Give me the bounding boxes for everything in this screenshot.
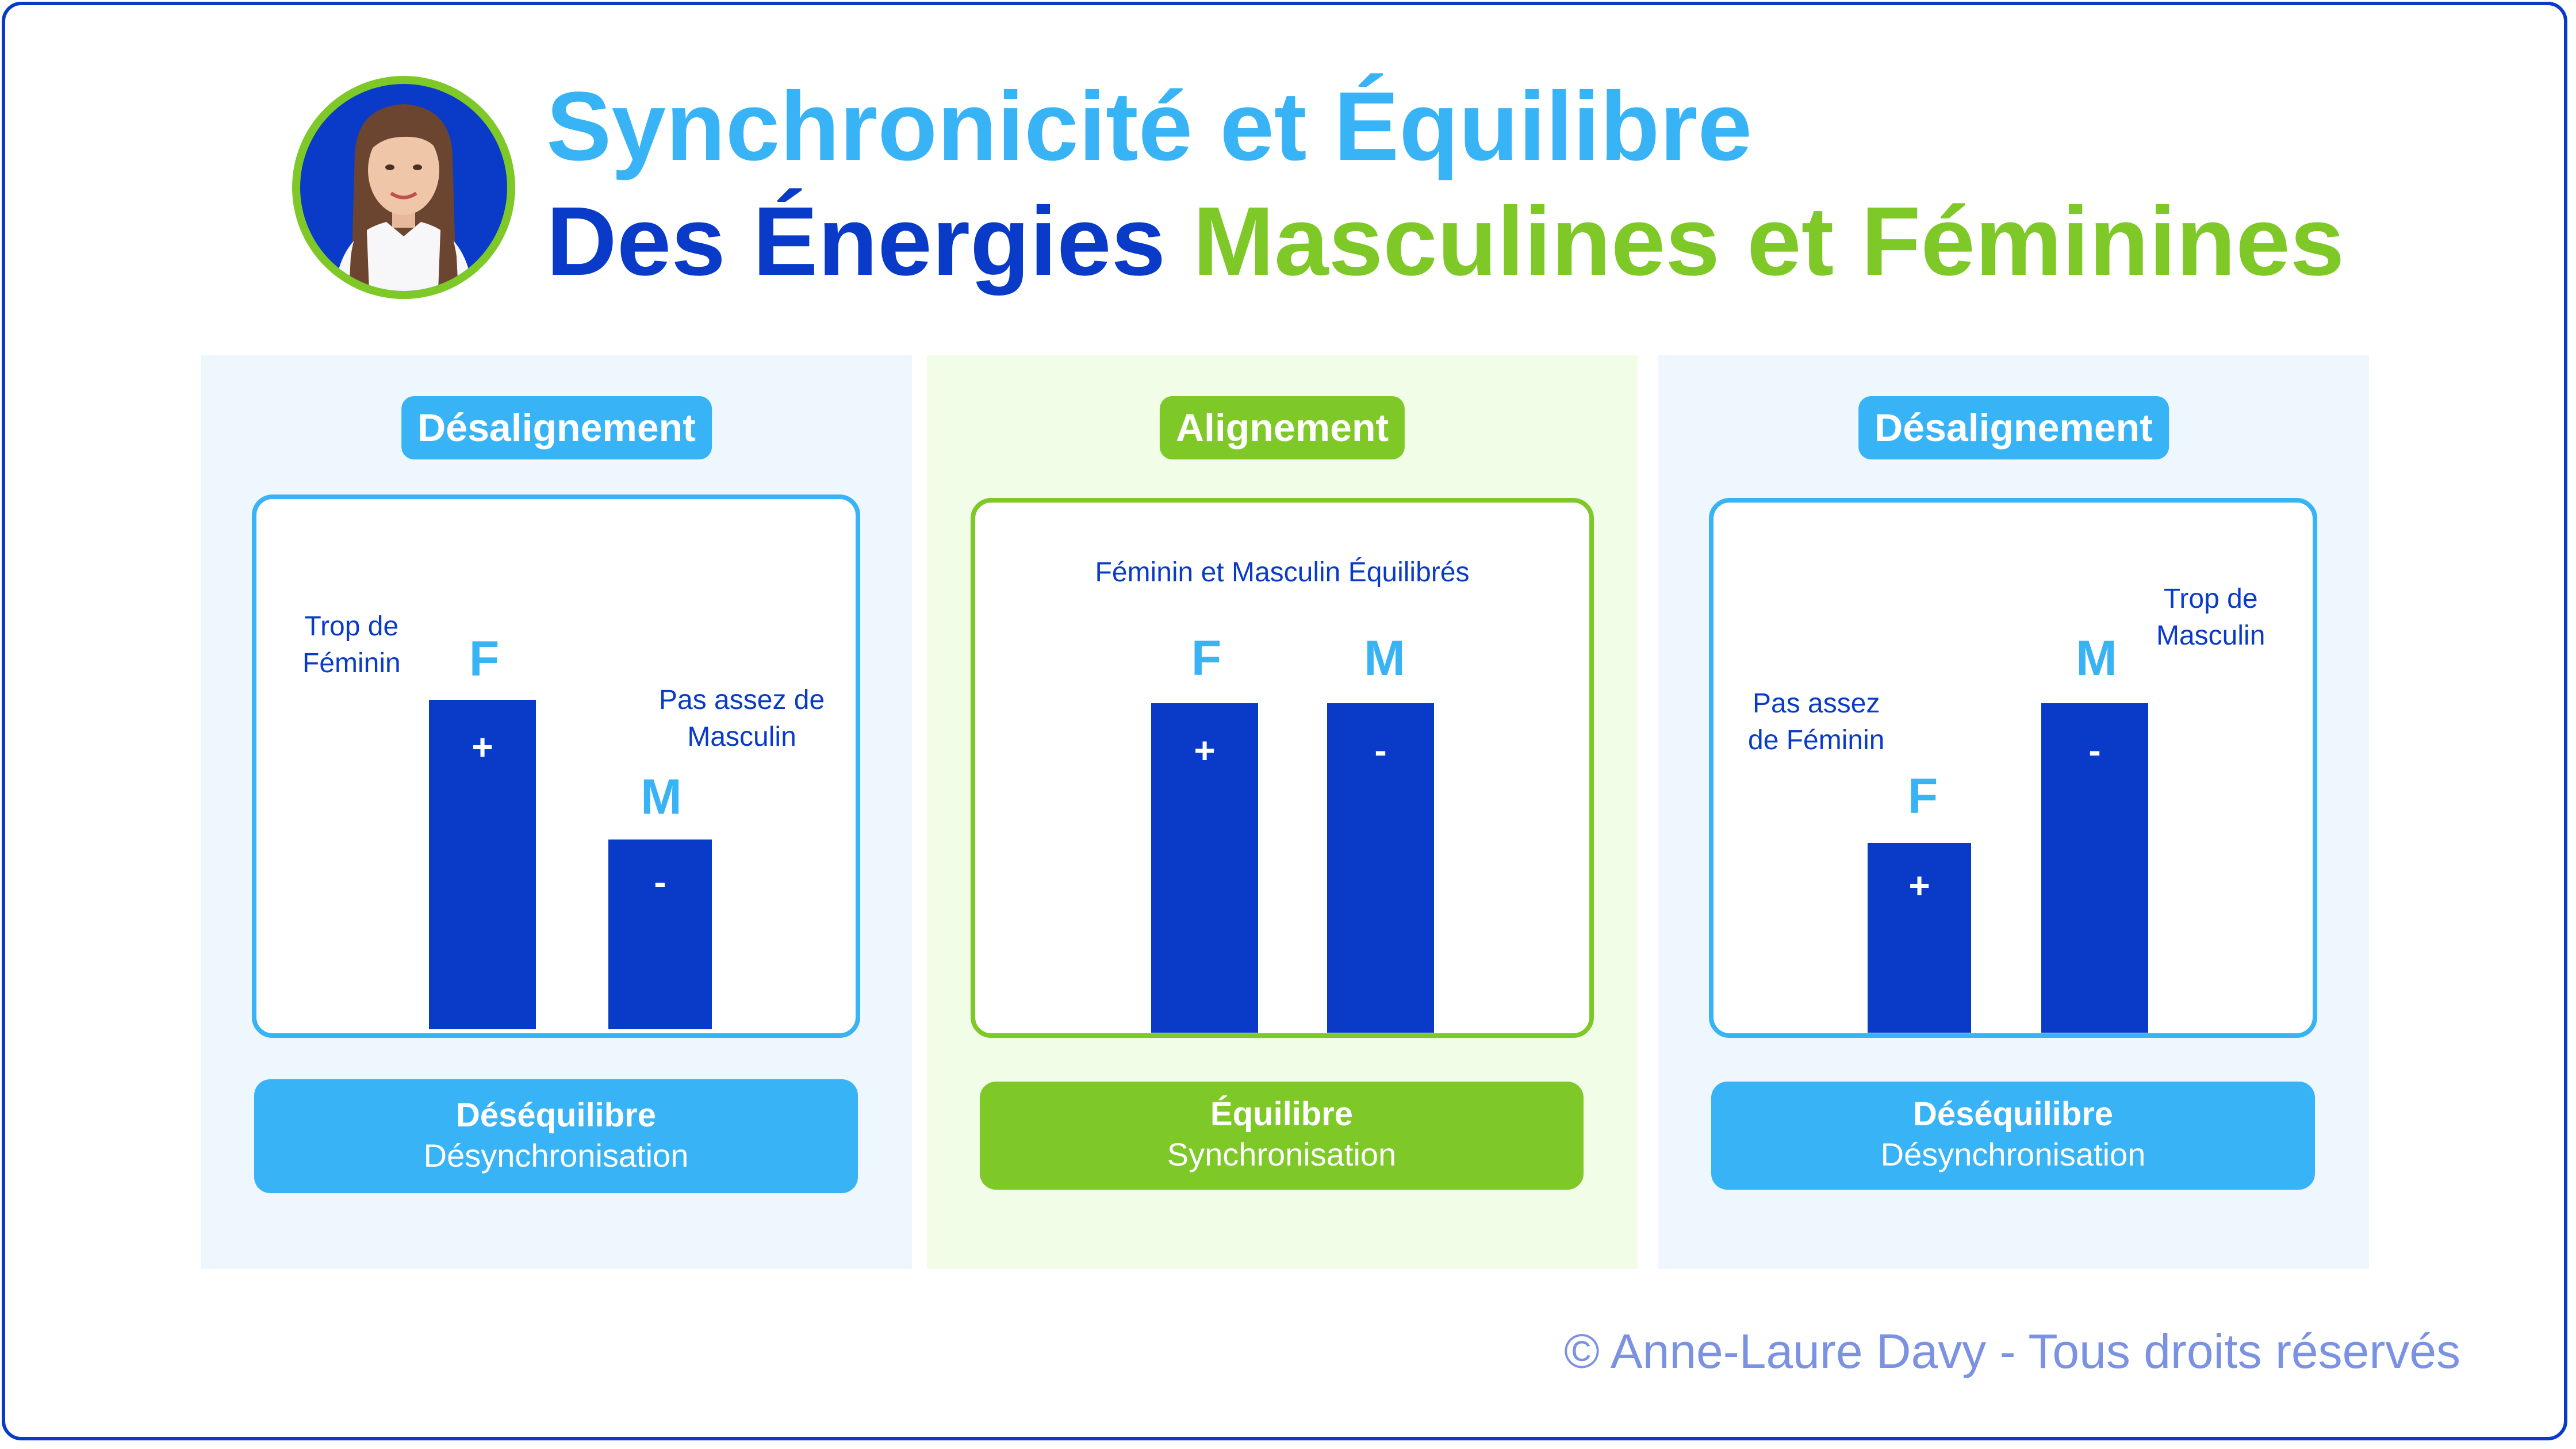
note-right-text: Trop de Masculin xyxy=(2156,584,2266,651)
bar-label-f: F xyxy=(1907,769,1938,824)
result-equilibre: Équilibre Synchronisation xyxy=(980,1082,1584,1190)
result-desequilibre: Déséquilibre Désynchronisation xyxy=(254,1079,858,1193)
result-subtitle: Désynchronisation xyxy=(423,1137,689,1174)
note-trop-de-masculin: Trop de Masculin xyxy=(2156,581,2265,654)
bar-feminin: + xyxy=(429,700,536,1029)
bar-label-m: M xyxy=(1364,631,1405,686)
bar-label-m: M xyxy=(2076,631,2117,686)
result-title: Équilibre xyxy=(1210,1095,1354,1133)
result-title: Déséquilibre xyxy=(455,1097,657,1134)
panel-badge: Alignement xyxy=(1159,396,1405,459)
panel-alignement: Alignement Féminin et Masculin Équilibré… xyxy=(927,355,1638,1269)
bar-feminin: + xyxy=(1868,843,1971,1033)
title-line-1: Synchronicité et Équilibre xyxy=(546,72,1753,181)
bar-sign: + xyxy=(1908,865,1930,906)
bar-sign: - xyxy=(2088,730,2101,771)
result-subtitle: Synchronisation xyxy=(1167,1136,1397,1172)
bar-diagram-box: Pas assez de Féminin Trop de Masculin F … xyxy=(1709,498,2317,1038)
panel-badge: Désalignement xyxy=(401,396,712,459)
note-trop-de-feminin: Trop de Féminin xyxy=(302,608,401,682)
title-line-2-blue: Des Énergies xyxy=(546,187,1193,296)
bar-masculin: - xyxy=(608,839,712,1029)
bar-label-f: F xyxy=(469,631,500,687)
bar-sign: - xyxy=(1374,730,1387,771)
portrait-image xyxy=(300,84,507,291)
result-title: Déséquilibre xyxy=(1912,1095,2114,1133)
bar-masculin: - xyxy=(2041,703,2148,1033)
bar-label-m: M xyxy=(641,769,682,825)
bar-sign: + xyxy=(1194,730,1216,771)
bar-sign: + xyxy=(471,726,493,768)
result-desequilibre: Déséquilibre Désynchronisation xyxy=(1711,1082,2315,1190)
title-line-2-green: Masculines et Féminines xyxy=(1193,187,2345,296)
panel-badge: Désalignement xyxy=(1858,396,2169,459)
note-left-text: Trop de Féminin xyxy=(302,611,401,678)
bar-diagram-box: Féminin et Masculin Équilibrés F M + - xyxy=(971,498,1594,1038)
note-right-text: Pas assez de Masculin xyxy=(659,685,825,752)
panel-desalignement-feminin: Désalignement Trop de Féminin Pas assez … xyxy=(201,355,912,1269)
copyright-footer: © Anne-Laure Davy - Tous droits réservés xyxy=(1564,1324,2461,1378)
result-subtitle: Désynchronisation xyxy=(1880,1136,2146,1172)
caption-equilibres: Féminin et Masculin Équilibrés xyxy=(1095,557,1470,588)
note-left-text: Pas assez de Féminin xyxy=(1748,688,1885,756)
bar-masculin: - xyxy=(1327,703,1434,1033)
panel-desalignement-masculin: Désalignement Pas assez de Féminin Trop … xyxy=(1658,355,2369,1269)
bar-sign: - xyxy=(654,861,666,903)
note-pas-assez-masculin: Pas assez de Masculin xyxy=(659,682,825,756)
bar-diagram-box: Trop de Féminin Pas assez de Masculin F … xyxy=(252,494,860,1038)
note-pas-assez-feminin: Pas assez de Féminin xyxy=(1748,685,1884,759)
bar-label-f: F xyxy=(1191,631,1222,686)
bar-feminin: + xyxy=(1151,703,1258,1033)
title-line-2: Des Énergies Masculines et Féminines xyxy=(546,184,2344,299)
author-avatar xyxy=(292,76,515,299)
